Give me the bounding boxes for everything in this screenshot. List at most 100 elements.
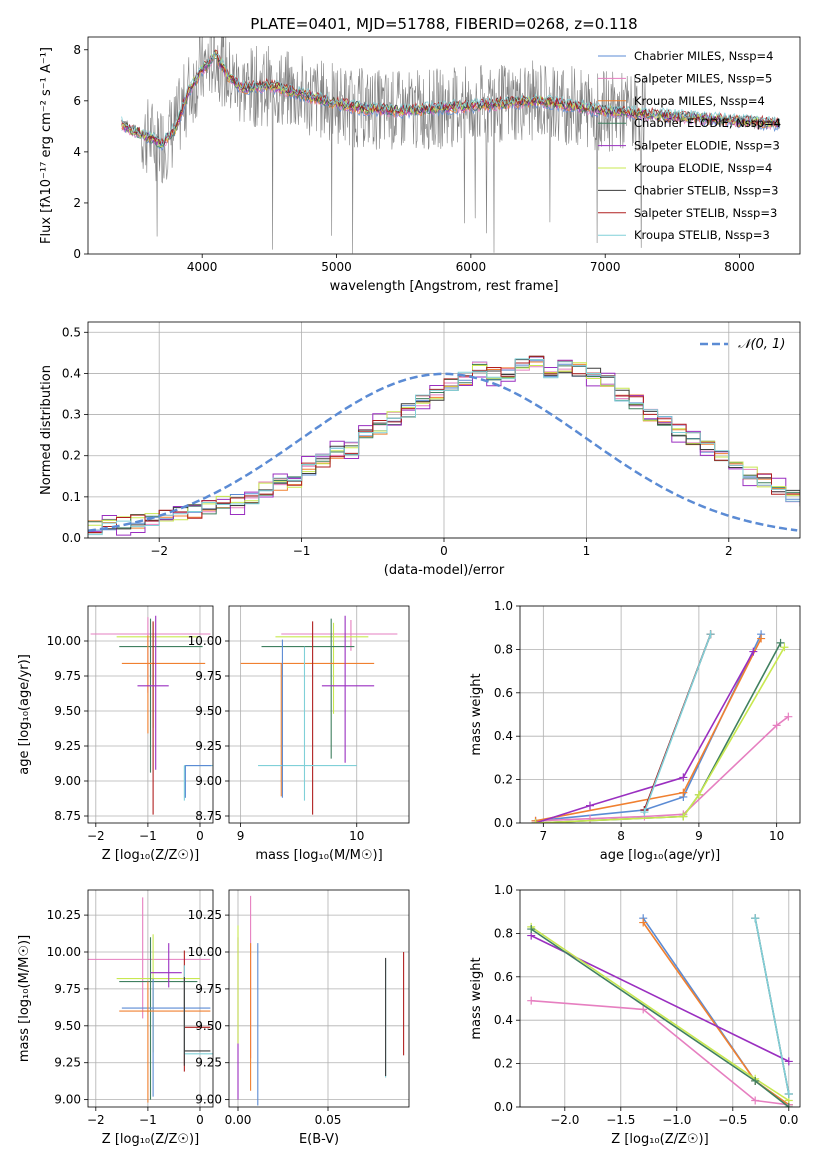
y-tick-label: 0.3 — [62, 408, 81, 422]
y-axis-label: mass weight — [469, 673, 484, 755]
weight-marker — [751, 914, 760, 923]
axes-frame — [87, 889, 214, 1108]
observed-spectrum — [121, 37, 781, 254]
x-tick-label: 5000 — [321, 260, 352, 274]
weight-line — [535, 633, 762, 822]
weight-marker — [751, 1096, 760, 1105]
y-tick-label: 9.50 — [54, 1019, 81, 1033]
plot-area-age_vs_Z — [90, 615, 213, 815]
model-fit-line — [121, 50, 781, 148]
x-tick-label: 0 — [196, 829, 204, 843]
weight-line — [535, 646, 786, 823]
x-axis-label: E(B-V) — [299, 1132, 339, 1147]
weight-marker — [531, 819, 540, 823]
x-tick-label: 6000 — [456, 260, 487, 274]
weight-marker — [784, 1089, 793, 1098]
legend-label: Kroupa STELIB, Nssp=3 — [634, 228, 770, 242]
y-tick-label: 0.1 — [62, 490, 81, 504]
axes-frame — [87, 321, 801, 539]
x-tick-label: 0 — [440, 544, 448, 558]
weight-marker — [749, 647, 758, 656]
plot-area-mass_vs_ebv — [237, 895, 405, 1106]
legend-label: Kroupa ELODIE, Nssp=4 — [634, 161, 772, 175]
legend-label: Salpeter STELIB, Nssp=3 — [634, 206, 777, 220]
y-tick-label: 0.8 — [494, 642, 513, 656]
y-tick-label: 9.25 — [54, 739, 81, 753]
weight-marker — [780, 643, 789, 652]
weight-marker — [679, 812, 688, 821]
panel-age_vs_Z: −2 −1 0 8.75 9.00 9.25 9.50 9.75 10.00 Z [log₁₀(Z… — [17, 605, 214, 863]
axes-frame — [519, 605, 801, 824]
y-axis-label: mass [log₁₀(M/M☉)] — [17, 935, 32, 1062]
panel-spectrum: 4000 5000 6000 7000 8000 0 2 4 6 8 wavelength [Ang… — [39, 15, 801, 294]
y-tick-label: 10.25 — [47, 908, 81, 922]
weight-marker — [772, 721, 781, 730]
weight-marker — [527, 925, 536, 934]
weight-marker — [694, 790, 703, 799]
x-tick-label: 10 — [349, 829, 364, 843]
legend-label: 𝒩(0, 1) — [738, 337, 785, 352]
weight-marker — [640, 808, 649, 817]
legend-label: Salpeter MILES, Nssp=5 — [634, 71, 772, 85]
panel-weight_vs_age: 7 8 9 10 0.0 0.2 0.4 0.6 0.8 1.0 age [log₁₀(age/yr… — [469, 599, 801, 863]
weight-line — [531, 999, 789, 1106]
y-tick-label: 0.4 — [494, 729, 513, 743]
y-tick-label: 8.75 — [195, 809, 222, 823]
axes-frame — [228, 605, 410, 824]
x-tick-label: 8000 — [724, 260, 755, 274]
y-tick-label: 9.00 — [54, 774, 81, 788]
x-tick-label: 2 — [725, 544, 733, 558]
weight-line — [530, 928, 790, 1107]
y-tick-label: 0.4 — [62, 366, 81, 380]
weight-marker — [784, 712, 793, 721]
y-tick-label: 10.00 — [188, 945, 222, 959]
y-tick-label: 0 — [73, 247, 81, 261]
histogram-step — [88, 358, 800, 536]
plot-area-mass_vs_Z — [88, 897, 213, 1103]
x-axis-label: age [log₁₀(age/yr)] — [600, 848, 721, 863]
y-tick-label: 9.25 — [195, 739, 222, 753]
weight-marker — [639, 918, 648, 927]
x-tick-label: 0.00 — [225, 1113, 252, 1127]
plot-area-weight_vs_age — [531, 630, 793, 823]
y-tick-label: 0.8 — [494, 926, 513, 940]
x-tick-label: −1 — [293, 544, 311, 558]
normal-curve — [88, 372, 798, 533]
histogram-step — [88, 356, 800, 536]
y-tick-label: 0.0 — [62, 531, 81, 545]
y-tick-label: 10.00 — [47, 634, 81, 648]
weight-marker — [784, 1103, 793, 1107]
y-tick-label: 1.0 — [494, 883, 513, 897]
axes-frame — [87, 36, 801, 255]
x-tick-label: 0.05 — [315, 1113, 342, 1127]
x-tick-label: −1 — [139, 829, 157, 843]
x-tick-label: 7000 — [590, 260, 621, 274]
y-tick-label: 0.0 — [494, 1100, 513, 1114]
x-axis-label: wavelength [Angstrom, rest frame] — [330, 279, 559, 294]
y-tick-label: 10.25 — [188, 908, 222, 922]
weight-marker — [751, 1076, 760, 1085]
y-tick-label: 9.50 — [195, 704, 222, 718]
x-tick-label: −1 — [139, 1113, 157, 1127]
y-tick-label: 0.0 — [494, 816, 513, 830]
y-tick-label: 9.25 — [54, 1056, 81, 1070]
plot-area-weight_vs_Z — [527, 914, 793, 1107]
y-tick-label: 0.6 — [494, 970, 513, 984]
y-axis-label: age [log₁₀(age/yr)] — [17, 654, 32, 775]
y-tick-label: 8.75 — [54, 809, 81, 823]
model-fit-line — [121, 51, 781, 146]
weight-line — [535, 651, 754, 823]
legend: Chabrier MILES, Nssp=4 Salpeter MILES, Ns… — [598, 49, 781, 242]
plot-area-residuals — [88, 355, 800, 536]
panel-residuals: −2 −1 0 1 2 0.0 0.1 0.2 0.3 0.4 0.5 (data-model)/er… — [39, 321, 801, 578]
legend-label: Chabrier MILES, Nssp=4 — [634, 49, 773, 63]
panel-mass_vs_ebv: 0.00 0.05 9.00 9.25 9.50 9.75 10.00 10.25 E(B-V) — [188, 889, 410, 1147]
weight-line — [535, 638, 762, 822]
x-axis-label: Z [log₁₀(Z/Z☉)] — [611, 1132, 708, 1147]
x-axis-label: mass [log₁₀(M/M☉)] — [255, 848, 382, 863]
weight-marker — [639, 1005, 648, 1014]
weight-marker — [679, 788, 688, 797]
weight-marker — [776, 638, 785, 647]
y-tick-label: 9.00 — [195, 1093, 222, 1107]
